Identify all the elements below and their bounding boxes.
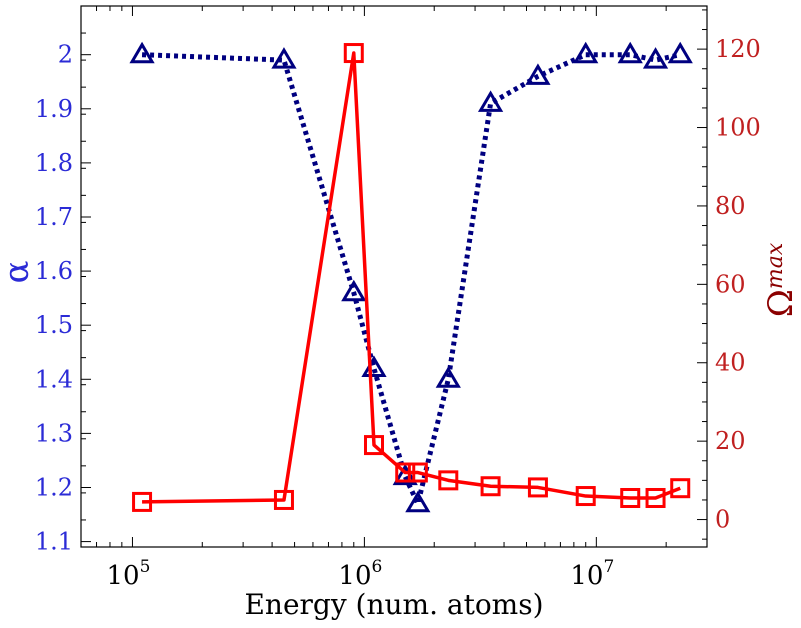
data-point-omega-max <box>480 476 501 497</box>
right-tick-label: 0 <box>715 506 730 534</box>
right-tick-label: 120 <box>715 35 761 63</box>
data-point-alpha <box>617 41 643 64</box>
data-point-alpha <box>525 63 551 85</box>
right-tick-label: 60 <box>715 270 746 298</box>
x-tick-label-base: 10 <box>338 561 371 591</box>
data-point-omega-max <box>645 487 666 508</box>
data-point-alpha <box>642 47 669 69</box>
data-point-omega-max <box>395 462 416 483</box>
series-line-alpha <box>141 52 681 507</box>
data-point-alpha <box>573 41 599 64</box>
x-tick-label: 107 <box>570 557 614 591</box>
x-tick-label: 106 <box>338 557 382 591</box>
data-point-omega-max <box>132 491 153 512</box>
tick-marks <box>80 6 708 548</box>
data-point-omega-max <box>575 486 596 507</box>
right-tick-label: 80 <box>715 192 746 220</box>
series-line-omega-max <box>142 51 681 504</box>
data-point-alpha <box>477 90 504 112</box>
data-point-alpha <box>667 41 693 64</box>
data-point-omega-max <box>620 487 641 508</box>
x-tick-label-exponent: 7 <box>603 557 614 577</box>
left-tick-label: 2 <box>58 41 73 69</box>
left-tick-label: 1.2 <box>35 473 73 501</box>
left-axis-title: α <box>0 260 37 283</box>
right-axis-title-subscript: max <box>763 242 788 289</box>
plot-frame <box>80 5 708 548</box>
data-point-omega-max <box>363 435 384 456</box>
data-point-omega-max <box>527 477 548 498</box>
x-tick-label: 105 <box>106 557 150 591</box>
data-point-omega-max <box>670 478 691 499</box>
left-tick-label: 1.9 <box>35 95 73 123</box>
tick-labels: 105 106 1071.11.21.31.41.51.61.71.81.92020… <box>35 35 761 591</box>
left-tick-label: 1.7 <box>35 203 73 231</box>
left-tick-label: 1.4 <box>35 365 73 393</box>
data-point-alpha <box>405 490 431 513</box>
x-tick-label-base: 10 <box>106 561 139 591</box>
data-point-omega-max <box>343 43 364 64</box>
left-tick-label: 1.1 <box>35 528 73 556</box>
left-tick-label: 1.8 <box>35 149 73 177</box>
right-axis-title-symbol: Ω <box>761 289 801 317</box>
left-tick-label: 1.6 <box>35 257 73 285</box>
data-point-omega-max <box>438 470 459 491</box>
data-point-alpha <box>341 279 367 302</box>
data-point-alpha <box>129 41 155 64</box>
left-tick-label: 1.5 <box>35 311 73 339</box>
data-point-omega-max <box>273 489 294 510</box>
series-layer <box>129 41 693 513</box>
data-point-omega-max <box>407 462 428 483</box>
data-point-alpha <box>435 366 461 388</box>
x-axis-title: Energy (num. atoms) <box>244 588 543 621</box>
x-tick-label-exponent: 5 <box>140 557 151 577</box>
data-point-alpha <box>271 47 297 69</box>
x-tick-label-exponent: 6 <box>372 557 383 577</box>
x-tick-label-base: 10 <box>570 561 603 591</box>
right-tick-label: 20 <box>715 427 746 455</box>
right-tick-label: 40 <box>715 349 746 377</box>
right-axis-title: Ωmax <box>761 242 801 317</box>
left-tick-label: 1.3 <box>35 419 73 447</box>
right-tick-label: 100 <box>715 114 761 142</box>
